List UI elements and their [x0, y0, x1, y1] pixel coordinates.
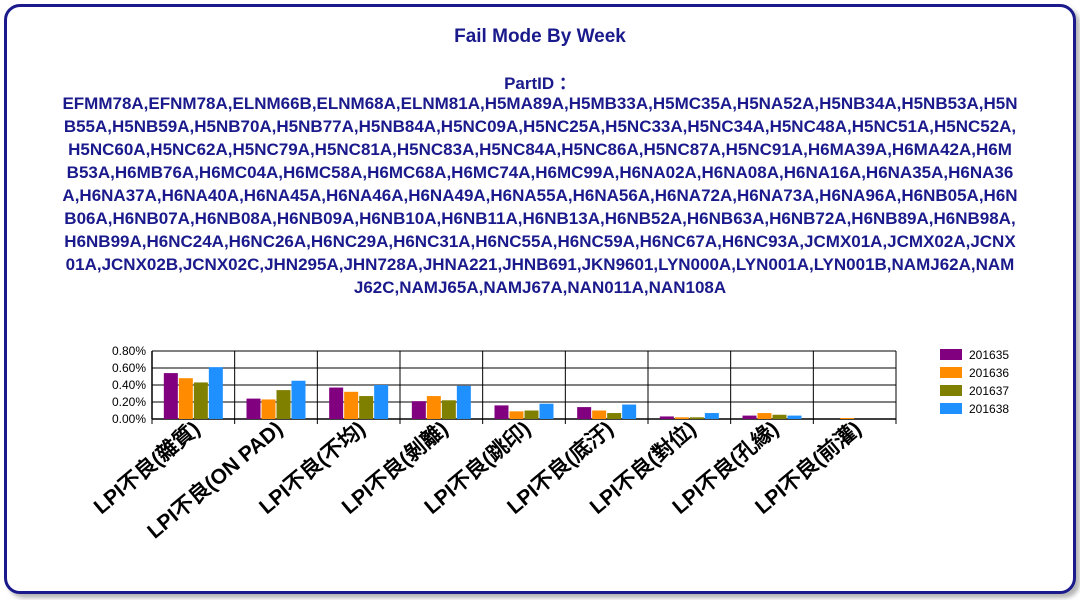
legend-swatch	[940, 349, 962, 360]
bar	[787, 415, 802, 419]
bar	[742, 415, 757, 419]
bar	[622, 404, 637, 419]
x-tick-label: LPI不良(ON PAD)	[142, 416, 287, 543]
bar	[772, 414, 787, 419]
bar	[592, 410, 607, 419]
bar	[163, 373, 178, 419]
legend-swatch	[940, 403, 962, 414]
bar	[193, 382, 208, 419]
bar	[689, 417, 704, 419]
bar	[359, 396, 374, 419]
bar	[329, 387, 344, 419]
bar	[840, 418, 855, 419]
y-tick-label: 0.00%	[112, 412, 146, 426]
bar	[659, 416, 674, 419]
bar	[178, 378, 193, 419]
legend-label: 201636	[969, 366, 1009, 380]
bar	[674, 417, 689, 419]
bar	[344, 391, 359, 419]
bar	[494, 405, 509, 419]
partid-label: PartID ：	[504, 74, 576, 93]
bar	[577, 407, 592, 419]
bar	[426, 396, 441, 419]
y-tick-label: 0.40%	[112, 378, 146, 392]
legend-label: 201635	[969, 348, 1009, 362]
bar	[607, 413, 622, 419]
bar	[441, 400, 456, 419]
bar	[524, 410, 539, 419]
legend-label: 201638	[969, 402, 1009, 416]
bar	[246, 398, 261, 419]
bar	[757, 413, 772, 419]
legend-label: 201637	[969, 384, 1009, 398]
chart-title: Fail Mode By Week	[454, 26, 626, 47]
bar	[261, 399, 276, 419]
bar	[411, 401, 426, 419]
bar	[456, 385, 471, 419]
y-tick-label: 0.80%	[112, 344, 146, 358]
bar	[208, 367, 223, 419]
bar	[509, 411, 524, 419]
bar	[291, 380, 306, 419]
chart-frame	[4, 4, 1076, 594]
legend-swatch	[940, 367, 962, 378]
bar	[276, 390, 291, 419]
bar	[374, 385, 389, 419]
y-tick-label: 0.20%	[112, 395, 146, 409]
bar	[704, 413, 719, 419]
y-tick-label: 0.60%	[112, 361, 146, 375]
legend-swatch	[940, 385, 962, 396]
partid-list: EFMM78A,EFNM78A,ELNM66B,ELNM68A,ELNM81A,…	[62, 94, 1018, 297]
bar	[539, 403, 554, 419]
